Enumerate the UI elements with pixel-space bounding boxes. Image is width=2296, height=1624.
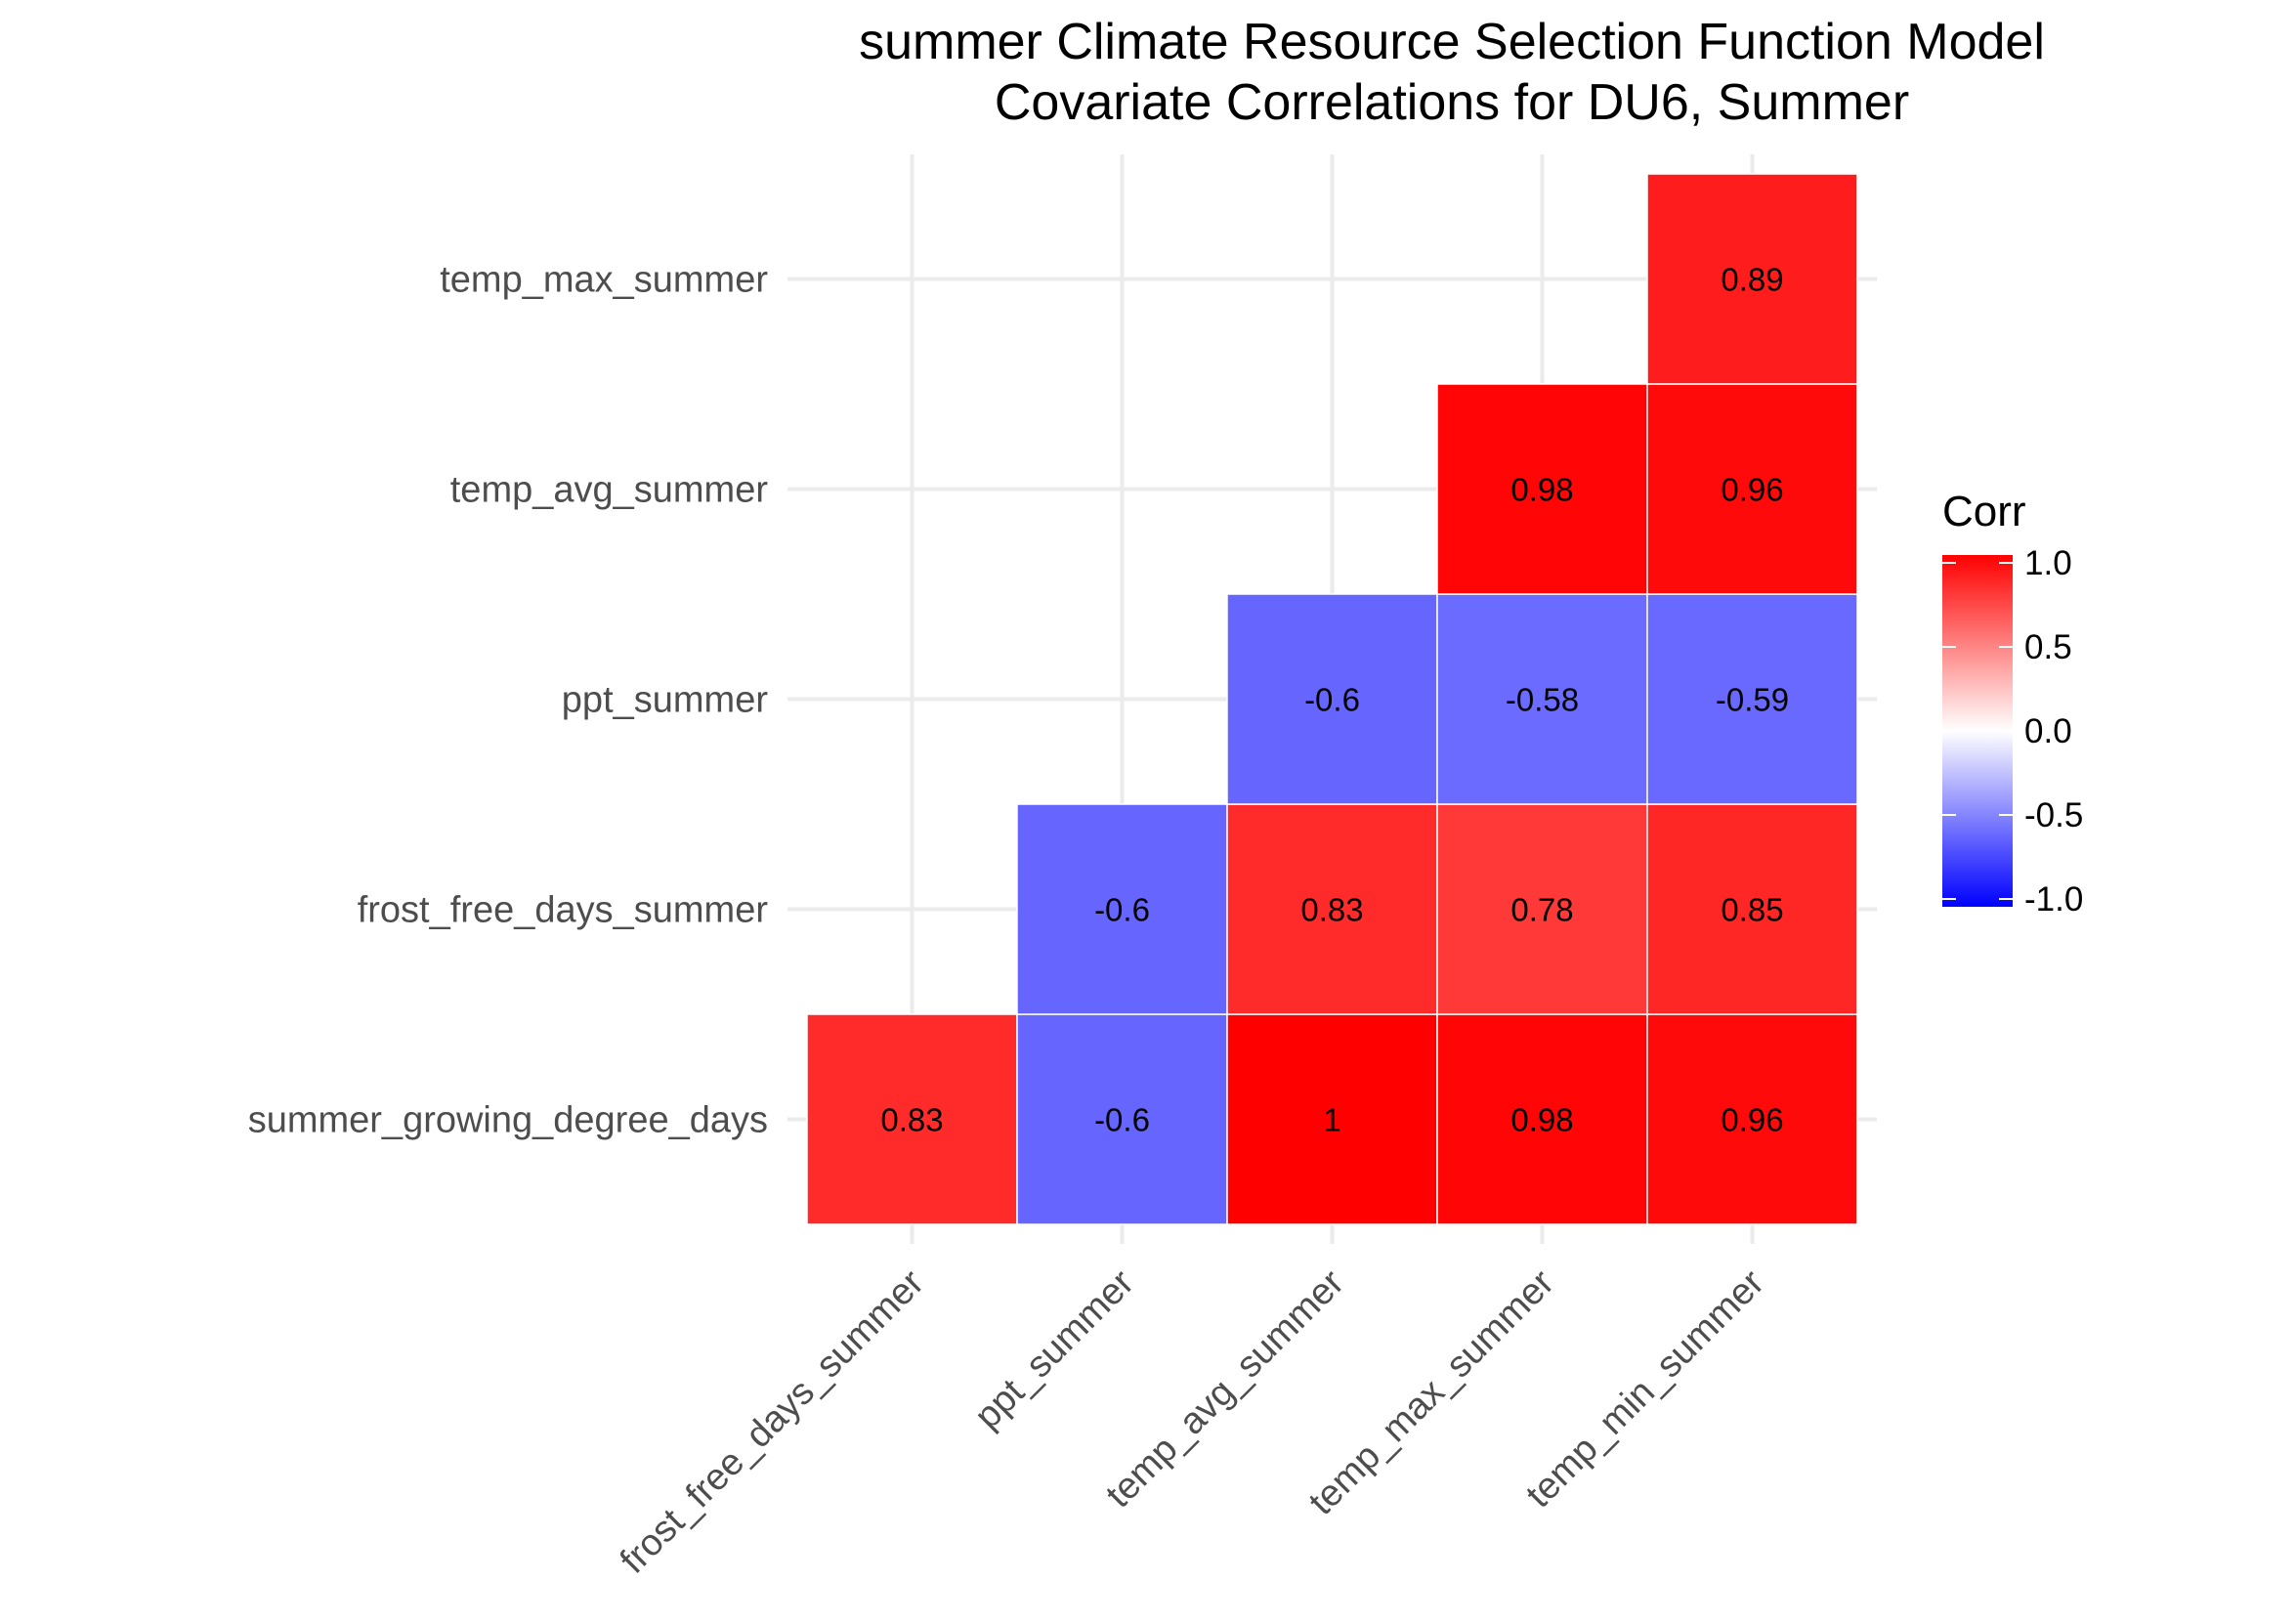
chart-title: summer Climate Resource Selection Functi… <box>859 14 2045 70</box>
heatmap-cell-temp-min-summer--temp-max-summer <box>1646 173 1858 385</box>
legend-tick-label: 1.0 <box>2024 544 2072 582</box>
color-legend: Corr 1.0 0.5 0.0 -0.5 -1.0 <box>1942 488 2083 919</box>
cell-value-label: 0.96 <box>1721 472 1783 508</box>
y-tick-label-ppt-summer: ppt_summer <box>562 680 769 721</box>
y-tick-label-temp-max-summer: temp_max_summer <box>440 260 768 301</box>
heatmap-cell-temp-max-summer--ppt-summer <box>1436 593 1648 805</box>
cell-value-label: -0.6 <box>1304 682 1360 718</box>
heatmap-cell-temp-avg-summer--frost-free-days-summer <box>1226 803 1438 1015</box>
legend-tick-label: -1.0 <box>2024 880 2083 919</box>
legend-ticks: 1.0 0.5 0.0 -0.5 -1.0 <box>1942 544 2083 919</box>
heatmap-cell-temp-min-summer--temp-avg-summer <box>1646 383 1858 595</box>
cell-value-label: -0.6 <box>1094 1102 1150 1138</box>
x-tick-label-temp-min-summer: temp_min_summer <box>1518 1261 1772 1516</box>
cell-value-label: -0.59 <box>1716 682 1789 718</box>
cell-value-label: 1 <box>1323 1102 1340 1138</box>
cell-value-label: 0.96 <box>1721 1102 1783 1138</box>
cell-value-label: 0.85 <box>1721 892 1783 928</box>
cell-value-label: 0.89 <box>1721 262 1783 298</box>
cell-value-label: 0.78 <box>1510 892 1573 928</box>
x-tick-label-temp-avg-summer: temp_avg_summer <box>1098 1261 1352 1516</box>
heatmap-cells: 0.83 -0.6 1 0.98 0.96 -0.6 0.83 0.78 0.85 -0.6 -0.… <box>806 173 1858 1225</box>
heatmap-cell-frost-free-days-summer--summer-growing-degree-days <box>806 1013 1018 1225</box>
legend-tick-label: 0.5 <box>2024 628 2072 666</box>
heatmap-cell-ppt-summer--frost-free-days-summer <box>1016 803 1228 1015</box>
cell-value-label: 0.98 <box>1510 472 1573 508</box>
legend-tick-label: -0.5 <box>2024 796 2083 834</box>
heatmap-cell-temp-avg-summer--summer-growing-degree-days <box>1226 1013 1438 1225</box>
x-tick-label-ppt-summer: ppt_summer <box>967 1261 1142 1436</box>
y-tick-label-frost-free-days-summer: frost_free_days_summer <box>358 890 769 931</box>
cell-value-label: -0.6 <box>1094 892 1150 928</box>
cell-value-label: 0.83 <box>1300 892 1363 928</box>
y-tick-label-temp-avg-summer: temp_avg_summer <box>450 470 769 511</box>
heatmap-cell-ppt-summer--summer-growing-degree-days <box>1016 1013 1228 1225</box>
chart-subtitle: Covariate Correlations for DU6, Summer <box>995 74 1909 131</box>
x-axis-tick-labels: frost_free_days_summer ppt_summertemp_avg… <box>613 1261 1772 1581</box>
heatmap-cell-temp-max-summer--summer-growing-degree-days <box>1436 1013 1648 1225</box>
heatmap-cell-temp-max-summer--temp-avg-summer <box>1436 383 1648 595</box>
cell-value-label: 0.83 <box>880 1102 943 1138</box>
y-tick-label-summer-growing-degree-days: summer_growing_degree_days <box>248 1100 768 1141</box>
x-tick-label-frost-free-days-summer: frost_free_days_summer <box>613 1261 932 1581</box>
heatmap-cell-temp-min-summer--ppt-summer <box>1646 593 1858 805</box>
heatmap-cell-temp-min-summer--frost-free-days-summer <box>1646 803 1858 1015</box>
legend-title: Corr <box>1942 488 2026 535</box>
heatmap-cell-temp-min-summer--summer-growing-degree-days <box>1646 1013 1858 1225</box>
y-axis-tick-labels: summer_growing_degree_days frost_free_day… <box>248 260 769 1141</box>
cell-value-label: 0.98 <box>1510 1102 1573 1138</box>
cell-value-label: -0.58 <box>1506 682 1579 718</box>
legend-tick-label: 0.0 <box>2024 712 2072 750</box>
heatmap-cell-temp-max-summer--frost-free-days-summer <box>1436 803 1648 1015</box>
heatmap-cell-temp-avg-summer--ppt-summer <box>1226 593 1438 805</box>
